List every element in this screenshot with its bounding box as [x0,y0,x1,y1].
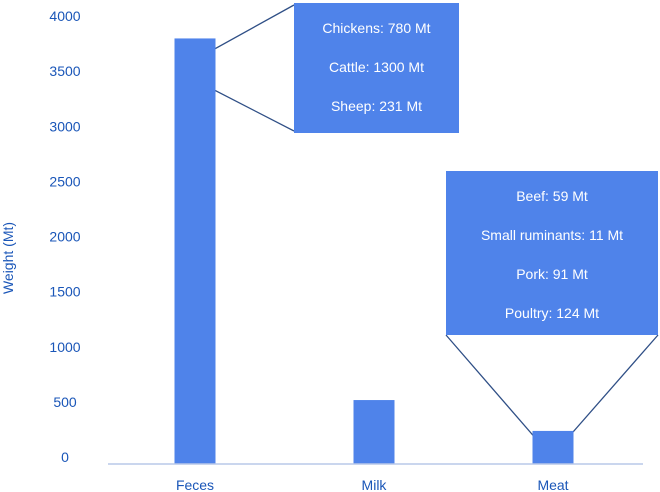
y-axis-ticks: 0 500 1000 1500 2000 2500 3000 3500 4000 [49,8,80,465]
x-axis-categories: Feces Milk Meat [176,477,569,492]
callout-item: Small ruminants: 11 Mt [481,227,623,243]
callout-item: Sheep: 231 Mt [331,98,422,114]
callouts: Chickens: 780 Mt Cattle: 1300 Mt Sheep: 23… [294,3,658,335]
x-tick-label: Milk [362,477,388,492]
callout-item: Pork: 91 Mt [516,266,588,282]
callout-box-meat [446,171,658,335]
y-axis-label: Weight (Mt) [0,222,16,294]
bar-milk [353,400,395,464]
callout-item: Chickens: 780 Mt [322,20,430,36]
bar-meat [532,430,574,464]
y-tick-label: 4000 [49,8,80,24]
callout-box-feces [294,3,459,133]
y-tick-label: 500 [53,394,77,410]
callout-item: Poultry: 124 Mt [505,305,599,321]
y-tick-label: 2500 [49,173,80,189]
y-tick-label: 2000 [49,229,80,245]
callout-item: Cattle: 1300 Mt [329,59,424,75]
y-tick-label: 1500 [49,284,80,300]
x-tick-label: Meat [537,477,568,492]
y-tick-label: 3500 [49,63,80,79]
y-tick-label: 3000 [49,118,80,134]
bar-feces [174,38,216,465]
y-tick-label: 0 [61,449,69,465]
bars [174,38,574,465]
x-tick-label: Feces [176,477,214,492]
y-tick-label: 1000 [49,339,80,355]
callout-item: Beef: 59 Mt [516,188,588,204]
